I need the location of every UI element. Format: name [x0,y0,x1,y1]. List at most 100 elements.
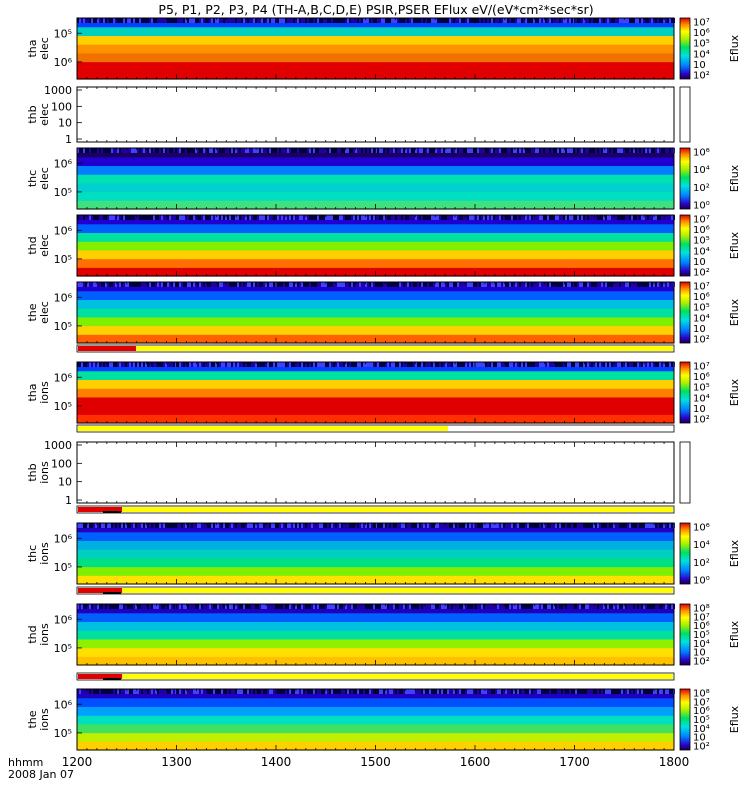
noise-pixel [541,689,543,694]
noise-pixel [429,362,431,367]
colorbar [680,523,690,584]
noise-pixel [611,604,613,609]
colorbar-tick-label: 10⁰ [693,201,710,212]
noise-pixel [557,215,559,220]
noise-pixel [571,523,573,528]
noise-pixel [535,523,537,528]
noise-pixel [535,689,537,694]
noise-pixel [153,604,155,609]
noise-pixel [627,362,629,367]
noise-pixel [283,282,285,287]
energy-band [77,317,674,326]
noise-pixel [183,604,185,609]
noise-pixel [181,282,183,287]
noise-pixel [169,282,171,287]
noise-pixel [595,689,597,694]
noise-pixel [611,362,613,367]
noise-pixel [505,148,507,153]
x-axis-date: 2008 Jan 07 [8,768,74,781]
noise-pixel [671,18,673,23]
noise-pixel [263,604,265,609]
noise-pixel [247,282,249,287]
noise-pixel [121,362,123,367]
noise-pixel [565,148,567,153]
noise-pixel [431,282,433,287]
noise-pixel [239,689,241,694]
noise-pixel [393,604,395,609]
noise-pixel [413,689,415,694]
noise-pixel [433,18,435,23]
noise-pixel [525,604,527,609]
noise-pixel [281,689,283,694]
colorbar [680,689,690,750]
noise-pixel [505,362,507,367]
noise-pixel [191,18,193,23]
noise-pixel [179,362,181,367]
noise-pixel [469,523,471,528]
noise-pixel [207,523,209,528]
y-tick-label: 1000 [44,439,72,452]
noise-pixel [487,148,489,153]
noise-pixel [457,282,459,287]
y-tick-label: 10⁶ [54,224,73,237]
noise-pixel [209,362,211,367]
noise-pixel [323,523,325,528]
noise-pixel [467,362,469,367]
noise-pixel [141,523,143,528]
noise-pixel [617,18,619,23]
noise-pixel [451,148,453,153]
noise-pixel [657,362,659,367]
noise-pixel [487,18,489,23]
noise-pixel [107,604,109,609]
noise-pixel [567,689,569,694]
noise-pixel [481,215,483,220]
noise-pixel [381,282,383,287]
noise-pixel [577,215,579,220]
noise-pixel [199,604,201,609]
noise-pixel [601,523,603,528]
noise-pixel [127,362,129,367]
noise-pixel [427,148,429,153]
noise-pixel [347,215,349,220]
noise-pixel [617,362,619,367]
noise-pixel [333,689,335,694]
noise-pixel [83,604,85,609]
noise-pixel [509,604,511,609]
noise-pixel [273,282,275,287]
noise-pixel [621,604,623,609]
noise-pixel [157,689,159,694]
noise-pixel [411,689,413,694]
noise-pixel [141,148,143,153]
noise-pixel [273,362,275,367]
noise-pixel [399,282,401,287]
noise-pixel [393,215,395,220]
panel-thc-ions: 10⁶10⁵thc ions10⁶10⁴10²10⁰Eflux [26,523,741,587]
noise-pixel [139,148,141,153]
noise-pixel [193,282,195,287]
noise-pixel [437,604,439,609]
noise-pixel [349,215,351,220]
noise-pixel [209,523,211,528]
noise-pixel [599,689,601,694]
noise-pixel [479,215,481,220]
noise-pixel [359,282,361,287]
y-tick-label: 10⁶ [54,56,73,69]
noise-pixel [589,282,591,287]
noise-pixel [259,148,261,153]
noise-pixel [667,215,669,220]
noise-pixel [229,362,231,367]
noise-pixel [299,18,301,23]
noise-pixel [311,215,313,220]
noise-pixel [103,689,105,694]
noise-pixel [349,689,351,694]
noise-pixel [239,215,241,220]
noise-pixel [361,18,363,23]
noise-pixel [489,18,491,23]
noise-pixel [203,215,205,220]
colorbar [680,282,690,343]
noise-pixel [655,215,657,220]
noise-pixel [279,604,281,609]
noise-pixel [519,148,521,153]
noise-pixel [289,362,291,367]
noise-pixel [151,523,153,528]
